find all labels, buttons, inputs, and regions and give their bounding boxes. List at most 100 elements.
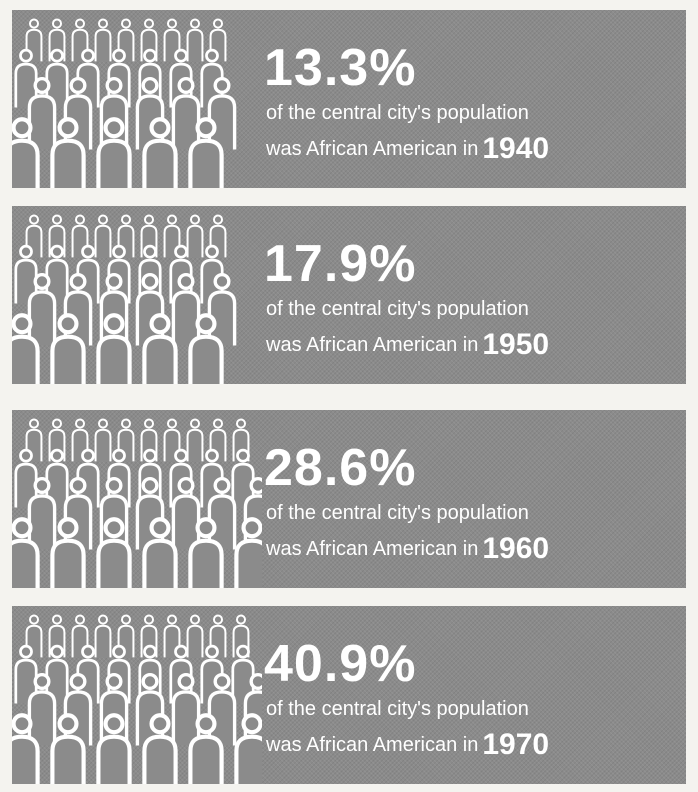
person-body bbox=[45, 658, 69, 704]
person-body bbox=[27, 494, 57, 550]
person-head bbox=[177, 272, 195, 290]
person-icon bbox=[200, 48, 224, 108]
person-icon bbox=[163, 18, 181, 62]
person-head bbox=[120, 18, 132, 29]
person-head bbox=[57, 313, 79, 335]
person-head bbox=[149, 313, 171, 335]
person-body bbox=[45, 462, 69, 508]
person-body bbox=[142, 334, 178, 384]
person-head bbox=[105, 476, 123, 494]
person-head bbox=[205, 48, 219, 63]
person-head bbox=[12, 713, 33, 735]
person-body bbox=[188, 538, 224, 588]
stat-panel: 13.3% of the central city's population was… bbox=[12, 10, 686, 188]
person-head bbox=[74, 214, 86, 225]
person-body bbox=[142, 538, 178, 588]
person-head bbox=[19, 48, 33, 63]
person-icon bbox=[14, 244, 38, 304]
person-head bbox=[174, 244, 188, 259]
person-head bbox=[69, 672, 87, 690]
person-head bbox=[112, 644, 126, 659]
person-icon bbox=[171, 76, 201, 150]
person-icon bbox=[142, 313, 178, 384]
person-head bbox=[189, 214, 201, 225]
person-icon bbox=[14, 48, 38, 108]
person-head bbox=[189, 418, 201, 429]
person-head bbox=[235, 418, 247, 429]
person-body bbox=[171, 290, 201, 346]
person-head bbox=[143, 614, 155, 625]
person-body bbox=[14, 258, 38, 304]
person-icon bbox=[71, 614, 89, 658]
person-body bbox=[188, 138, 224, 188]
person-body bbox=[94, 428, 112, 462]
person-head bbox=[12, 117, 33, 139]
person-head bbox=[105, 272, 123, 290]
person-icon bbox=[171, 272, 201, 346]
person-body bbox=[27, 690, 57, 746]
year: 1970 bbox=[482, 728, 550, 761]
person-head bbox=[213, 272, 231, 290]
person-body bbox=[231, 462, 255, 508]
person-head bbox=[143, 644, 157, 659]
person-icon bbox=[45, 644, 69, 704]
year: 1960 bbox=[482, 532, 550, 565]
person-head bbox=[195, 313, 217, 335]
person-head bbox=[241, 517, 262, 539]
person-icon bbox=[231, 644, 255, 704]
person-body bbox=[14, 658, 38, 704]
person-head bbox=[120, 214, 132, 225]
crowd-illustration bbox=[12, 214, 237, 384]
person-body bbox=[171, 94, 201, 150]
year: 1950 bbox=[482, 328, 550, 361]
person-body bbox=[96, 734, 132, 784]
person-head bbox=[174, 448, 188, 463]
person-icon bbox=[96, 517, 132, 588]
person-head bbox=[120, 418, 132, 429]
person-head bbox=[50, 448, 64, 463]
person-icon bbox=[207, 272, 237, 346]
percent: 17.9% bbox=[264, 235, 417, 293]
person-head bbox=[74, 418, 86, 429]
person-head bbox=[51, 418, 63, 429]
person-icon bbox=[207, 476, 237, 550]
person-head bbox=[236, 448, 250, 463]
person-icon bbox=[188, 313, 224, 384]
caption-line: was African American in 1960 bbox=[266, 532, 549, 566]
person-icon bbox=[27, 672, 57, 746]
person-head bbox=[74, 614, 86, 625]
person-head bbox=[50, 244, 64, 259]
person-head bbox=[120, 614, 132, 625]
person-body bbox=[186, 428, 204, 462]
person-body bbox=[234, 734, 262, 784]
person-head bbox=[149, 713, 171, 735]
person-body bbox=[207, 494, 237, 550]
person-head bbox=[69, 476, 87, 494]
person-head bbox=[28, 614, 40, 625]
person-head bbox=[141, 476, 159, 494]
person-head bbox=[205, 448, 219, 463]
person-head bbox=[12, 517, 33, 539]
person-head bbox=[143, 244, 157, 259]
person-head bbox=[103, 313, 125, 335]
person-head bbox=[103, 117, 125, 139]
person-icon bbox=[94, 214, 112, 258]
person-head bbox=[141, 272, 159, 290]
person-head bbox=[213, 672, 231, 690]
person-body bbox=[188, 334, 224, 384]
person-icon bbox=[96, 117, 132, 188]
person-icon bbox=[50, 117, 86, 188]
person-head bbox=[195, 517, 217, 539]
person-body bbox=[94, 624, 112, 658]
caption-text: was African American in bbox=[266, 734, 479, 756]
person-head bbox=[166, 18, 178, 29]
person-head bbox=[149, 517, 171, 539]
person-icon bbox=[14, 448, 38, 508]
person-body bbox=[207, 94, 237, 150]
caption-line: was African American in 1950 bbox=[266, 328, 549, 362]
person-head bbox=[249, 476, 262, 494]
person-icon bbox=[186, 418, 204, 462]
person-body bbox=[186, 28, 204, 62]
person-head bbox=[97, 214, 109, 225]
